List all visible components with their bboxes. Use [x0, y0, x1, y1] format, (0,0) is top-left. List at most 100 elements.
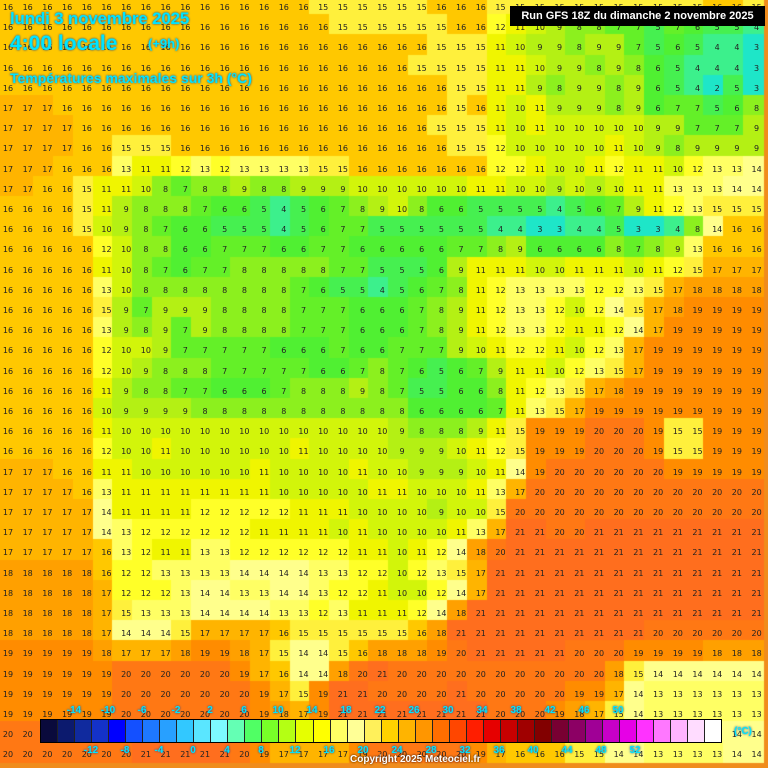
grid-value: 16 — [62, 346, 73, 356]
grid-value: 18 — [81, 629, 92, 639]
grid-value: 16 — [396, 144, 408, 154]
grid-value: 13 — [337, 609, 348, 618]
grid-value: 11 — [495, 427, 506, 437]
grid-value: 19 — [672, 366, 683, 376]
grid-value: 5 — [222, 225, 228, 235]
grid-value: 20 — [613, 467, 624, 477]
grid-value: 18 — [712, 649, 723, 659]
grid-value: 16 — [396, 43, 408, 53]
grid-value: 15 — [337, 164, 348, 174]
grid-value: 14 — [456, 588, 467, 598]
legend-swatch — [551, 720, 569, 742]
grid-value: 14 — [121, 629, 132, 639]
grid-value: 21 — [692, 588, 703, 598]
grid-value: 20 — [515, 710, 526, 719]
grid-value: 21 — [396, 710, 408, 719]
grid-value: 15 — [337, 3, 348, 12]
grid-value: 12 — [180, 528, 191, 538]
grid-value: 6 — [360, 346, 366, 356]
grid-value: 10 — [259, 427, 270, 437]
legend-bottom-label: 20 — [357, 745, 369, 756]
grid-value: 9 — [694, 144, 701, 154]
grid-value: 16 — [219, 83, 230, 93]
grid-value: 16 — [259, 3, 270, 12]
grid-value: 21 — [751, 609, 762, 618]
grid-value: 20 — [593, 427, 605, 437]
grid-value: 10 — [259, 447, 270, 457]
grid-value: 16 — [62, 306, 73, 315]
grid-value: 13 — [495, 487, 506, 497]
grid-value: 18 — [2, 629, 14, 639]
grid-value: 16 — [357, 124, 368, 134]
grid-value: 7 — [163, 225, 169, 235]
grid-value: 10 — [357, 447, 368, 457]
grid-value: 10 — [140, 467, 151, 477]
grid-value: 14 — [751, 164, 762, 174]
grid-value: 16 — [239, 43, 250, 53]
grid-value: 13 — [101, 487, 112, 497]
grid-value: 19 — [534, 427, 545, 437]
grid-value: 16 — [416, 43, 427, 53]
grid-value: 21 — [574, 588, 585, 598]
grid-value: 10 — [318, 467, 329, 477]
grid-value: 10 — [377, 508, 388, 517]
grid-value: 17 — [298, 750, 309, 760]
grid-value: 6 — [320, 285, 326, 295]
grid-value: 21 — [534, 568, 545, 578]
grid-value: 17 — [22, 144, 33, 154]
grid-value: 17 — [2, 487, 14, 497]
grid-value: 4 — [497, 225, 504, 235]
grid-value: 7 — [340, 225, 346, 235]
grid-value: 10 — [574, 164, 585, 174]
grid-value: 9 — [557, 63, 563, 73]
grid-value: 21 — [574, 548, 585, 558]
grid-value: 13 — [672, 710, 683, 719]
grid-value: 12 — [140, 548, 151, 558]
grid-value: 16 — [2, 265, 14, 275]
grid-value: 19 — [593, 407, 605, 416]
grid-value: 20 — [712, 508, 723, 517]
grid-value: 5 — [399, 225, 405, 235]
legend-swatch — [313, 720, 331, 742]
grid-value: 10 — [101, 407, 112, 416]
grid-value: 16 — [42, 3, 53, 12]
grid-value: 16 — [456, 23, 467, 33]
grid-value: 21 — [515, 528, 526, 538]
grid-value: 20 — [121, 750, 132, 760]
grid-value: 10 — [140, 427, 151, 437]
grid-value: 15 — [554, 407, 565, 416]
grid-value: 16 — [81, 83, 92, 93]
grid-value: 18 — [22, 629, 33, 639]
grid-value: 17 — [121, 649, 132, 659]
grid-value: 15 — [357, 23, 368, 33]
grid-value: 8 — [576, 23, 582, 33]
grid-value: 5 — [694, 43, 701, 53]
grid-value: 16 — [160, 124, 171, 134]
grid-value: 13 — [337, 568, 348, 578]
grid-value: 9 — [419, 447, 425, 457]
legend-bottom-label: -8 — [120, 745, 130, 756]
grid-value: 17 — [259, 629, 270, 639]
grid-value: 17 — [22, 104, 33, 113]
grid-value: 8 — [202, 285, 208, 295]
grid-value: 21 — [613, 568, 624, 578]
grid-value: 9 — [655, 144, 661, 154]
grid-value: 7 — [360, 225, 366, 235]
grid-value: 14 — [613, 306, 624, 315]
grid-value: 17 — [712, 265, 723, 275]
legend-swatch — [568, 720, 586, 742]
grid-value: 14 — [298, 669, 309, 679]
grid-value: 10 — [337, 487, 348, 497]
grid-value: 10 — [337, 447, 348, 457]
grid-value: 14 — [298, 588, 309, 598]
grid-value: 14 — [298, 649, 309, 659]
grid-value: 16 — [337, 104, 348, 113]
grid-value: 10 — [278, 447, 289, 457]
grid-value: 13 — [436, 568, 447, 578]
grid-value: 16 — [357, 43, 368, 53]
grid-value: 21 — [613, 629, 624, 639]
grid-value: 20 — [436, 669, 447, 679]
grid-value: 20 — [121, 669, 132, 679]
grid-value: 16 — [278, 63, 289, 73]
grid-value: 18 — [731, 649, 742, 659]
